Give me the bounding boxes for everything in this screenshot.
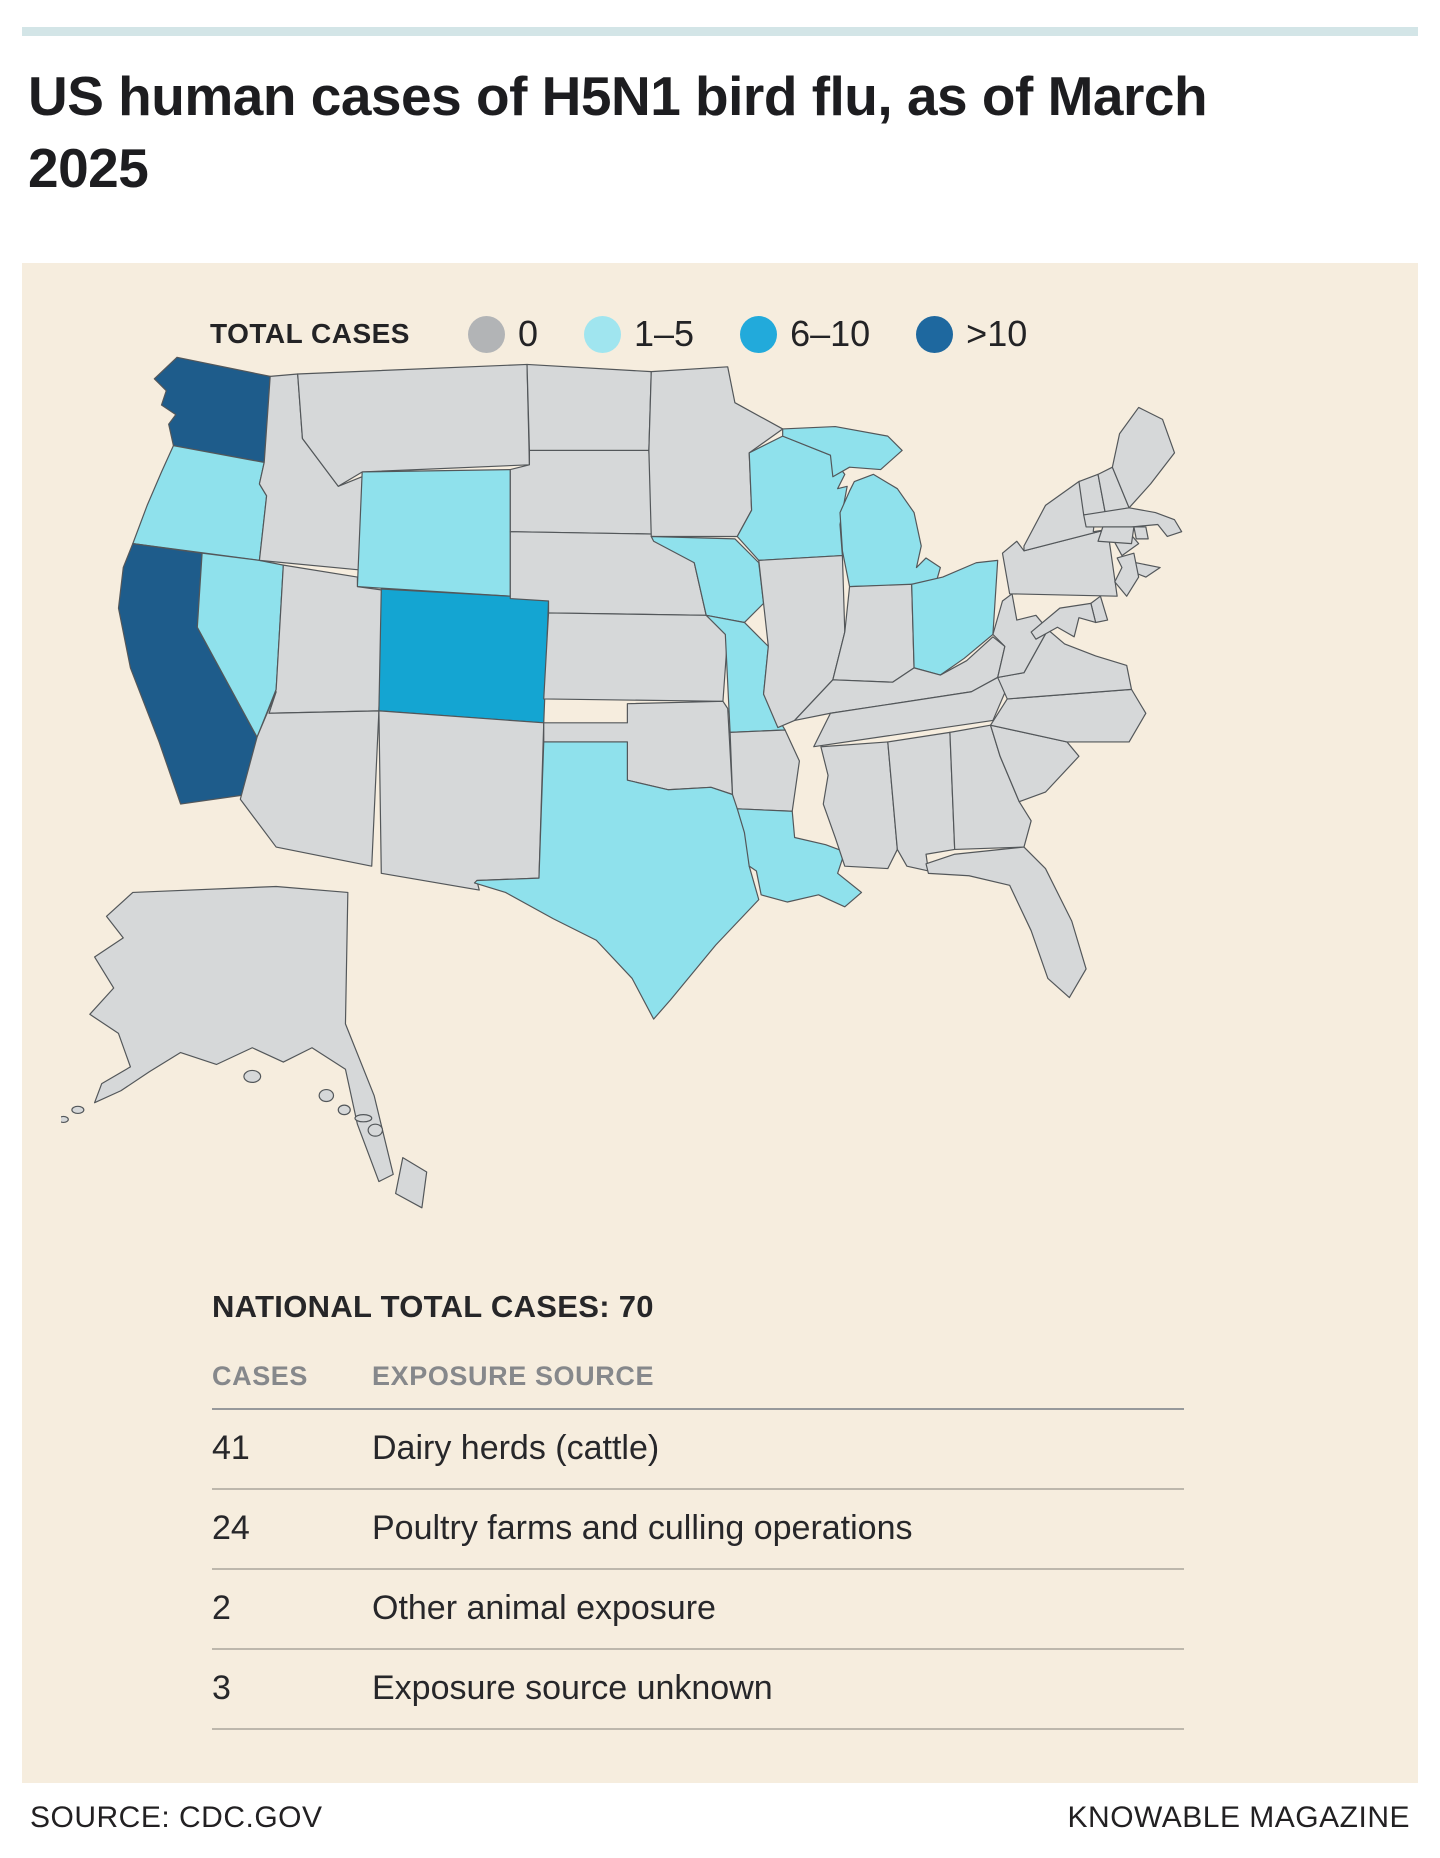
state-michigan bbox=[839, 473, 941, 588]
source-credit: SOURCE: CDC.GOV bbox=[30, 1801, 323, 1834]
legend-item-6-10: 6–10 bbox=[740, 313, 870, 355]
footer: SOURCE: CDC.GOV KNOWABLE MAGAZINE bbox=[30, 1801, 1410, 1835]
legend-item-0: 0 bbox=[467, 313, 538, 355]
legend-swatch-1-5-icon bbox=[584, 315, 621, 353]
alaska-aleutian-island-icon bbox=[61, 1115, 69, 1124]
cases-value: 24 bbox=[212, 1509, 250, 1547]
publisher-credit: KNOWABLE MAGAZINE bbox=[1067, 1801, 1410, 1834]
legend-label-1-5: 1–5 bbox=[634, 313, 695, 354]
state-florida bbox=[925, 846, 1087, 999]
state-arizona bbox=[239, 691, 380, 867]
cases-value: 2 bbox=[212, 1589, 231, 1627]
legend-label-gt10: >10 bbox=[966, 313, 1028, 354]
map-legend: TOTAL CASES 0 1–5 6–10 >10 bbox=[210, 313, 1027, 355]
state-texas bbox=[473, 741, 760, 1020]
state-oregon bbox=[132, 445, 268, 561]
state-indiana bbox=[832, 583, 915, 683]
column-header-exposure-source: EXPOSURE SOURCE bbox=[372, 1361, 655, 1391]
state-colorado bbox=[378, 588, 550, 724]
legend-label-6-10: 6–10 bbox=[790, 313, 871, 354]
state-kansas bbox=[543, 612, 729, 702]
state-hawaii-maui bbox=[367, 1123, 384, 1137]
state-washington bbox=[153, 356, 271, 464]
page-title: US human cases of H5N1 bird flu, as of M… bbox=[28, 65, 1208, 199]
legend-item-1-5: 1–5 bbox=[584, 313, 694, 355]
legend-swatch-0-icon bbox=[467, 315, 505, 353]
exposure-table: CASES EXPOSURE SOURCE 41 Dairy herds (ca… bbox=[212, 1361, 1184, 1730]
state-north-dakota bbox=[526, 363, 652, 452]
state-arkansas bbox=[729, 729, 800, 812]
exposure-source-value: Poultry farms and culling operations bbox=[372, 1509, 913, 1547]
alaska-kodiak-island-icon bbox=[243, 1069, 262, 1083]
legend-item-gt10: >10 bbox=[916, 313, 1027, 355]
state-wyoming bbox=[356, 468, 511, 597]
table-row: 24 Poultry farms and culling operations bbox=[212, 1490, 1184, 1570]
state-new-jersey bbox=[1114, 552, 1140, 597]
cases-value: 3 bbox=[212, 1669, 231, 1707]
table-row: 41 Dairy herds (cattle) bbox=[212, 1410, 1184, 1490]
state-hawaii-oahu bbox=[337, 1104, 351, 1116]
state-hawaii-big-island bbox=[395, 1157, 428, 1209]
exposure-source-value: Other animal exposure bbox=[372, 1589, 716, 1627]
legend-swatch-6-10-icon bbox=[740, 315, 778, 353]
state-south-dakota bbox=[509, 449, 655, 535]
alaska-aleutian-island-icon bbox=[71, 1105, 85, 1115]
table-row: 2 Other animal exposure bbox=[212, 1570, 1184, 1650]
exposure-table-header: CASES EXPOSURE SOURCE bbox=[212, 1361, 1184, 1410]
state-maryland bbox=[1030, 602, 1097, 640]
state-connecticut bbox=[1097, 526, 1135, 545]
map-panel: TOTAL CASES 0 1–5 6–10 >10 bbox=[22, 263, 1418, 1783]
state-louisiana bbox=[736, 808, 863, 908]
state-hawaii-molokai bbox=[354, 1114, 373, 1123]
state-michigan-upper-peninsula bbox=[782, 425, 903, 478]
cases-value: 41 bbox=[212, 1429, 250, 1467]
legend-title: TOTAL CASES bbox=[210, 318, 410, 349]
table-row: 3 Exposure source unknown bbox=[212, 1650, 1184, 1730]
state-alabama bbox=[887, 731, 956, 872]
national-total-label: NATIONAL TOTAL CASES: 70 bbox=[212, 1289, 654, 1324]
state-montana bbox=[297, 363, 531, 487]
exposure-source-value: Exposure source unknown bbox=[372, 1669, 773, 1707]
state-new-mexico bbox=[378, 710, 545, 891]
us-choropleth-map bbox=[61, 356, 1183, 1209]
column-header-cases: CASES bbox=[212, 1361, 309, 1391]
state-utah bbox=[268, 564, 385, 714]
legend-label-0: 0 bbox=[517, 313, 538, 354]
legend-swatch-gt10-icon bbox=[916, 315, 954, 353]
state-rhode-island bbox=[1133, 526, 1149, 540]
state-kentucky bbox=[794, 636, 1006, 722]
state-hawaii-kauai bbox=[318, 1088, 335, 1103]
state-alaska bbox=[89, 885, 394, 1183]
exposure-source-value: Dairy herds (cattle) bbox=[372, 1429, 660, 1467]
accent-bar bbox=[22, 27, 1418, 36]
state-maine bbox=[1111, 406, 1176, 509]
